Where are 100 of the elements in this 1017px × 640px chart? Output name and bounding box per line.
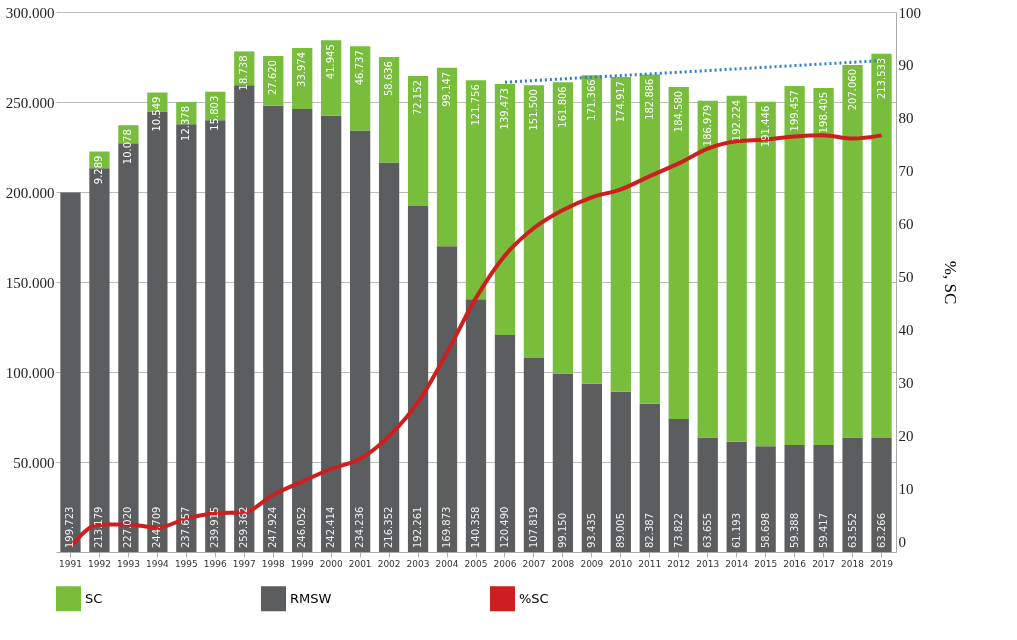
y2-tick-label: 80 (898, 110, 914, 127)
bar (668, 86, 689, 420)
data-label: 140.358 (470, 506, 481, 548)
bar (842, 64, 863, 438)
data-label: 246.052 (296, 506, 308, 548)
x-tick-label: 2014 (725, 558, 749, 569)
bar (292, 109, 313, 552)
bar (407, 76, 429, 206)
bar (465, 80, 487, 300)
data-label: 12.378 (180, 105, 192, 141)
data-label: 63.266 (875, 513, 887, 548)
bar (639, 403, 660, 552)
bar (784, 86, 805, 446)
x-tick-label: 2019 (870, 558, 894, 569)
bar (610, 391, 631, 552)
bar (350, 46, 371, 131)
data-label: 107.819 (527, 506, 539, 548)
y-tick-label: 150.000 (5, 274, 55, 291)
data-label: 169.873 (441, 506, 453, 548)
data-label: 41.945 (325, 44, 337, 80)
data-label: 93.435 (585, 513, 597, 548)
legend-label: %SC (519, 590, 549, 606)
bar (581, 75, 602, 384)
data-label: 192.261 (412, 506, 424, 548)
bar (813, 445, 834, 552)
bar (610, 76, 631, 392)
data-label: 82.387 (643, 513, 655, 548)
x-tick-label: 2006 (493, 558, 517, 569)
x-tick-label: 2012 (667, 558, 691, 569)
x-tick-label: 2018 (841, 558, 865, 569)
data-label: 63.655 (701, 513, 713, 548)
data-label: 198.405 (817, 91, 829, 134)
data-label: 15.803 (209, 95, 221, 131)
bar (465, 299, 487, 552)
data-label: 18.738 (238, 55, 250, 91)
bar (378, 162, 400, 552)
bar (436, 246, 458, 552)
x-tick-label: 1992 (88, 558, 111, 569)
y-tick-label: 100.000 (5, 364, 55, 381)
x-tick-label: 1996 (203, 558, 228, 569)
x-tick-label: 2008 (551, 558, 575, 569)
x-tick-label: 2016 (783, 558, 807, 569)
y2-axis-title: %, SC (941, 260, 960, 305)
data-label: 73.822 (672, 513, 684, 548)
x-tick-label: 1999 (290, 558, 314, 569)
y2-tick-label: 70 (898, 163, 914, 180)
y2-tick-label: 100 (898, 4, 921, 21)
data-label: 46.737 (354, 50, 366, 86)
bar (263, 105, 284, 552)
bar (321, 115, 342, 552)
x-tick-label: 2011 (638, 558, 662, 569)
bar (755, 101, 776, 447)
bar (552, 82, 574, 374)
x-tick-label: 2001 (348, 558, 372, 569)
data-label: 72.152 (412, 80, 424, 116)
y2-tick-label: 60 (898, 216, 914, 233)
data-label: 33.974 (296, 51, 308, 87)
x-tick-label: 1991 (59, 558, 82, 569)
data-label: 247.924 (267, 506, 279, 548)
bar (871, 438, 892, 552)
bar (813, 87, 834, 446)
data-label: 213.533 (875, 57, 887, 100)
data-label: 186.979 (701, 104, 713, 147)
x-tick-label: 2017 (812, 558, 836, 569)
x-tick-label: 1997 (232, 558, 256, 569)
x-tick-label: 2015 (754, 558, 778, 569)
y-tick-label: 50.000 (13, 454, 55, 471)
data-label: 120.490 (498, 506, 510, 548)
data-label: 10.549 (151, 96, 163, 132)
data-label: 216.352 (383, 506, 395, 548)
data-label: 234.236 (354, 506, 366, 548)
data-label: 58.698 (759, 513, 771, 548)
data-label: 227.020 (122, 506, 134, 548)
bar (523, 357, 545, 552)
data-label: 192.224 (730, 99, 742, 142)
data-label: 58.636 (383, 61, 395, 97)
data-label: 9.289 (93, 155, 105, 185)
y2-tick-label: 50 (898, 269, 914, 286)
x-tick-label: 2000 (319, 558, 343, 569)
y2-tick-label: 10 (898, 480, 914, 497)
x-tick-label: 2005 (464, 558, 488, 569)
bar (350, 130, 371, 552)
y2-tick-label: 40 (898, 322, 914, 339)
data-label: 151.500 (527, 89, 539, 131)
data-label: 59.417 (817, 513, 829, 548)
data-label: 99.147 (441, 71, 453, 107)
data-label: 242.414 (325, 506, 337, 548)
data-label: 121.756 (470, 84, 481, 126)
bar (378, 57, 400, 163)
data-label: 171.366 (585, 79, 597, 121)
bar (60, 192, 81, 552)
data-label: 239.915 (209, 506, 221, 548)
y-tick-label: 200.000 (5, 184, 55, 201)
data-label: 174.917 (614, 80, 626, 123)
bar (726, 95, 747, 442)
x-tick-label: 2004 (435, 558, 459, 569)
bar (697, 437, 718, 552)
bar (697, 100, 718, 438)
data-label: 199.457 (788, 90, 800, 132)
x-tick-label: 2010 (609, 558, 633, 569)
